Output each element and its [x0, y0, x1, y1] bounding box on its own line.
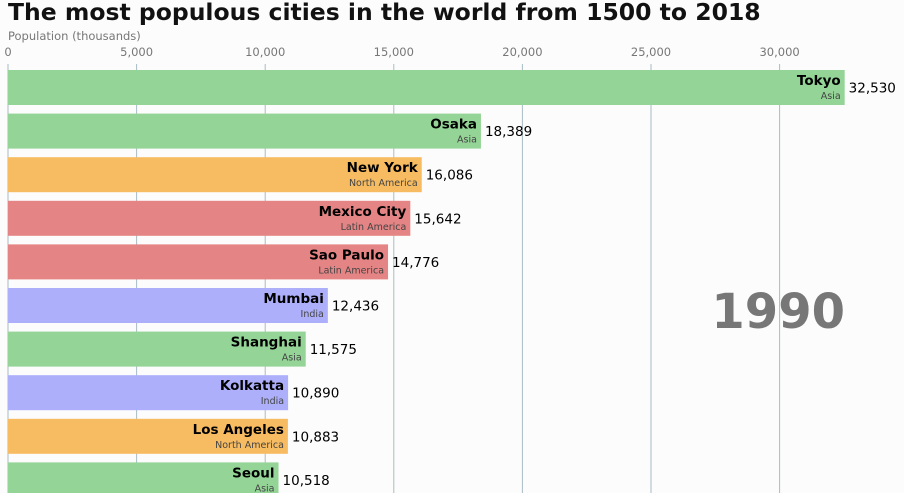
bar-value-label: 16,086: [426, 168, 473, 184]
bar-value-label: 11,575: [310, 342, 357, 358]
x-axis-ticks: 0 5,000 10,000 15,000 20,000 25,000 30,000: [4, 45, 799, 59]
bar-group-label: Asia: [282, 353, 302, 364]
bar-group-label: Asia: [821, 91, 841, 102]
bar-row: New York North America 16,086: [8, 157, 473, 193]
bar-row: Seoul Asia 10,518: [8, 462, 330, 493]
bar: [8, 418, 288, 454]
bar-row: Sao Paulo Latin America 14,776: [8, 244, 439, 280]
bar-name-label: Sao Paulo: [309, 247, 384, 263]
bar: [8, 70, 845, 105]
bar-name-label: Kolkatta: [220, 378, 284, 394]
bar: [8, 331, 306, 367]
x-tick-label: 5,000: [120, 45, 153, 59]
bar-group-label: Latin America: [341, 222, 407, 233]
bar-value-label: 15,642: [414, 211, 461, 227]
bar-row: Los Angeles North America 10,883: [8, 418, 339, 454]
bar-group-label: India: [261, 396, 284, 407]
bar: [8, 157, 422, 193]
x-axis-title: Population (thousands): [8, 29, 141, 43]
bar-row: Tokyo Asia 32,530: [8, 70, 896, 105]
bar-name-label: Mumbai: [263, 291, 324, 307]
bar: [8, 113, 481, 149]
bar-group-label: Asia: [255, 483, 275, 493]
x-tick-label: 30,000: [759, 45, 799, 59]
bar-value-label: 18,389: [485, 124, 532, 140]
bar-row: Shanghai Asia 11,575: [8, 331, 357, 367]
bar-group-label: North America: [349, 178, 418, 189]
bar: [8, 375, 289, 411]
bar-value-label: 14,776: [392, 255, 439, 271]
bar-name-label: Tokyo: [797, 73, 841, 89]
bar-row: Mumbai India 12,436: [8, 288, 379, 323]
bar-name-label: Shanghai: [231, 335, 302, 351]
year-label: 1990: [711, 284, 845, 340]
bar: [8, 462, 279, 493]
year-label-layer: 1990: [711, 284, 845, 340]
bar-group-label: Latin America: [318, 265, 384, 276]
bar-name-label: Los Angeles: [193, 422, 284, 438]
bar-row: Kolkatta India 10,890: [8, 375, 339, 411]
bar-name-label: Osaka: [430, 117, 477, 133]
bar-value-label: 12,436: [332, 299, 379, 315]
bar: [8, 200, 411, 236]
bar: [8, 288, 328, 323]
bar-row: Mexico City Latin America 15,642: [8, 200, 462, 236]
bar-group-label: North America: [215, 440, 284, 451]
bar-name-label: New York: [347, 160, 419, 176]
bars: Tokyo Asia 32,530 Osaka Asia 18,389 New York No…: [8, 70, 896, 493]
chart-title: The most populous cities in the world fr…: [8, 0, 761, 26]
x-tick-label: 0: [4, 45, 11, 59]
x-tick-label: 20,000: [502, 45, 542, 59]
bar-group-label: Asia: [457, 135, 477, 146]
bar-name-label: Mexico City: [319, 204, 407, 220]
bar-group-label: India: [301, 309, 324, 320]
bar-name-label: Seoul: [232, 465, 274, 481]
bar-value-label: 10,518: [283, 473, 330, 489]
bar-value-label: 10,883: [292, 429, 339, 445]
x-tick-label: 25,000: [631, 45, 671, 59]
bar-row: Osaka Asia 18,389: [8, 113, 532, 149]
x-tick-label: 15,000: [374, 45, 414, 59]
bar: [8, 244, 389, 280]
bar-value-label: 10,890: [292, 386, 339, 402]
x-tick-label: 10,000: [245, 45, 285, 59]
bar-value-label: 32,530: [849, 81, 896, 97]
